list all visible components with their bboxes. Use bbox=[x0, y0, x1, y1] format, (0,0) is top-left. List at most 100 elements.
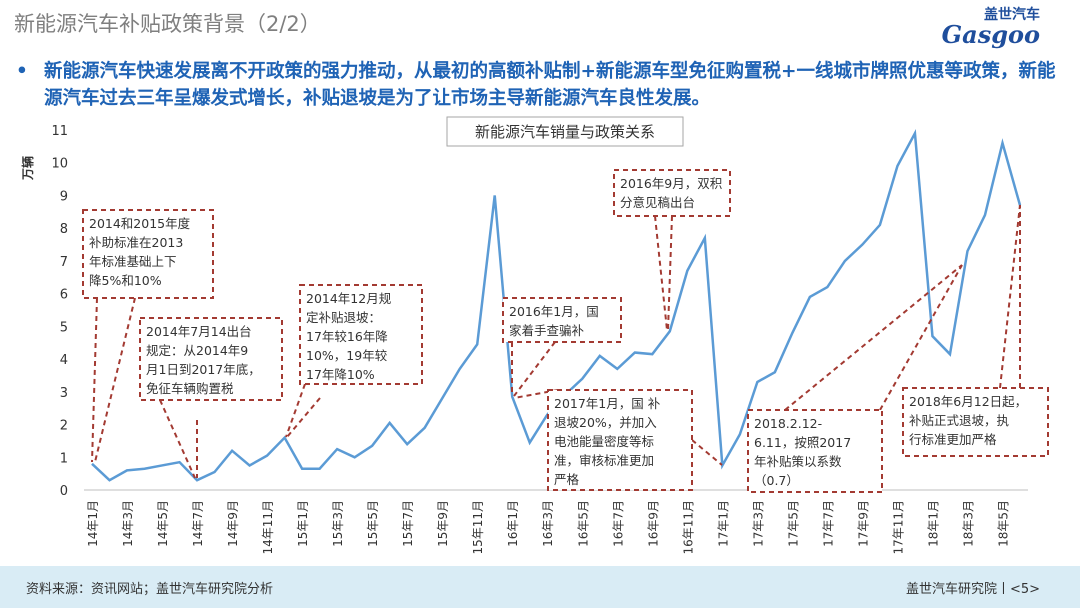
annotation-text: 2016年9月，双积 bbox=[620, 176, 722, 191]
annotation-text: 严格 bbox=[554, 472, 580, 487]
x-tick-label: 18年1月 bbox=[926, 500, 940, 547]
chart-title-box bbox=[446, 116, 684, 147]
annotation-box bbox=[547, 389, 693, 491]
logo-en: Gasgoo bbox=[941, 20, 1040, 49]
annotation-text: 17年降10% bbox=[306, 367, 375, 382]
annotation-text: 降5%和10% bbox=[89, 273, 162, 288]
annotation-box bbox=[613, 169, 731, 217]
x-tick-label: 17年7月 bbox=[821, 500, 835, 547]
y-tick-label: 5 bbox=[60, 320, 68, 335]
logo: 盖世汽车 Gasgoo bbox=[941, 4, 1040, 49]
callout-line bbox=[691, 439, 723, 466]
callout-line bbox=[654, 215, 668, 331]
x-tick-label: 14年11月 bbox=[261, 500, 275, 555]
annotation-text: 2018.2.12- bbox=[754, 416, 822, 431]
x-tick-label: 16年9月 bbox=[646, 500, 660, 547]
annotation-text: 2018年6月12日起， bbox=[909, 394, 1027, 409]
x-tick-label: 17年3月 bbox=[751, 500, 765, 547]
annotation-text: 2014和2015年度 bbox=[89, 216, 191, 231]
callout-line bbox=[91, 297, 98, 463]
callout-line bbox=[286, 397, 321, 438]
x-tick-label: 15年7月 bbox=[401, 500, 415, 547]
annotation-text: 免征车辆购置税 bbox=[146, 381, 234, 396]
x-tick-label: 15年5月 bbox=[366, 500, 380, 547]
y-tick-label: 4 bbox=[60, 353, 68, 368]
annotation-text: 行标准更加严格 bbox=[909, 432, 997, 447]
annotation-box bbox=[502, 297, 622, 343]
annotation-text: 定补贴退坡： bbox=[306, 310, 381, 325]
annotation-box bbox=[902, 387, 1049, 457]
x-tick-label: 14年5月 bbox=[156, 500, 170, 547]
annotation-box bbox=[299, 284, 423, 385]
annotation-text: 10%，19年较 bbox=[306, 348, 388, 363]
y-tick-label: 7 bbox=[60, 255, 68, 270]
annotation-box bbox=[82, 209, 214, 299]
logo-cn: 盖世汽车 bbox=[984, 7, 1040, 23]
callout-line bbox=[94, 297, 136, 463]
x-tick-label: 17年9月 bbox=[856, 500, 870, 547]
chart-title: 新能源汽车销量与政策关系 bbox=[475, 123, 655, 141]
annotation-text: 2017年1月，国 补 bbox=[554, 396, 661, 411]
y-tick-label: 10 bbox=[51, 157, 68, 172]
x-tick-label: 18年5月 bbox=[996, 500, 1010, 547]
annotation-text: 6.11，按照2017 bbox=[754, 435, 851, 450]
annotation-box bbox=[139, 317, 283, 401]
x-tick-label: 16年5月 bbox=[576, 500, 590, 547]
y-axis-label: 万辆 bbox=[20, 156, 35, 181]
annotation-text: 17年较16年降 bbox=[306, 329, 388, 344]
callout-line bbox=[999, 204, 1021, 389]
annotation-text: 分意见稿出台 bbox=[620, 195, 695, 210]
x-tick-label: 17年1月 bbox=[716, 500, 730, 547]
y-tick-label: 3 bbox=[60, 386, 68, 401]
y-tick-label: 8 bbox=[60, 222, 68, 237]
page-number: 盖世汽车研究院丨<5> bbox=[905, 582, 1040, 597]
annotation-text: 年补贴策以系数 bbox=[754, 454, 842, 469]
y-tick-label: 9 bbox=[60, 189, 68, 204]
callout-line bbox=[285, 383, 306, 438]
annotation-box bbox=[747, 409, 883, 493]
annotation-text: 2014年7月14出台 bbox=[146, 324, 252, 339]
x-tick-label: 16年3月 bbox=[541, 500, 555, 547]
x-tick-label: 14年9月 bbox=[226, 500, 240, 547]
x-tick-label: 16年7月 bbox=[611, 500, 625, 547]
y-tick-label: 1 bbox=[60, 451, 68, 466]
x-tick-label: 14年1月 bbox=[86, 500, 100, 547]
callout-line bbox=[784, 264, 963, 411]
x-tick-label: 14年7月 bbox=[191, 500, 205, 547]
callout-line bbox=[159, 399, 196, 479]
callout-line bbox=[513, 341, 556, 397]
annotation-text: 电池能量密度等标 bbox=[554, 434, 654, 449]
footer: 资料来源：资讯网站；盖世汽车研究院分析 盖世汽车研究院丨<5> bbox=[0, 566, 1080, 608]
bullet: • 新能源汽车快速发展离不开政策的强力推动，从最初的高额补贴制+新能源车型免征购置… bbox=[16, 58, 1056, 112]
source: 资料来源：资讯网站；盖世汽车研究院分析 bbox=[26, 582, 274, 597]
annotation-text: 家着手查骗补 bbox=[509, 323, 585, 338]
x-tick-label: 18年3月 bbox=[961, 500, 975, 547]
y-tick-label: 6 bbox=[60, 288, 68, 303]
x-tick-label: 15年9月 bbox=[436, 500, 450, 547]
y-tick-label: 11 bbox=[51, 124, 68, 139]
x-tick-label: 15年3月 bbox=[331, 500, 345, 547]
x-tick-label: 15年11月 bbox=[471, 500, 485, 555]
annotation-text: 年标准基础上下 bbox=[89, 254, 177, 269]
callout-line bbox=[667, 215, 673, 331]
annotation-text: 补助标准在2013 bbox=[89, 235, 183, 250]
annotation-text: （0.7） bbox=[754, 473, 799, 488]
annotation-text: 2014年12月规 bbox=[306, 291, 391, 306]
annotation-text: 规定：从2014年9 bbox=[146, 343, 248, 358]
callout-line bbox=[513, 389, 559, 399]
x-tick-label: 14年3月 bbox=[121, 500, 135, 547]
annotation-text: 补贴正式退坡，执 bbox=[909, 413, 1010, 428]
annotation-text: 准，审核标准更加 bbox=[554, 453, 654, 468]
annotation-text: 退坡20%，并加入 bbox=[554, 415, 657, 430]
bullet-text: 新能源汽车快速发展离不开政策的强力推动，从最初的高额补贴制+新能源车型免征购置税… bbox=[44, 61, 1056, 109]
slide-title: 新能源汽车补贴政策背景（2/2） bbox=[14, 12, 321, 36]
annotation-text: 2016年1月，国 bbox=[509, 304, 599, 319]
annotation-text: 月1日到2017年底， bbox=[146, 362, 261, 377]
x-tick-label: 16年1月 bbox=[506, 500, 520, 547]
bullet-dot: • bbox=[16, 61, 28, 82]
x-tick-label: 17年5月 bbox=[786, 500, 800, 547]
y-tick-label: 0 bbox=[60, 484, 68, 499]
x-tick-label: 15年1月 bbox=[296, 500, 310, 547]
